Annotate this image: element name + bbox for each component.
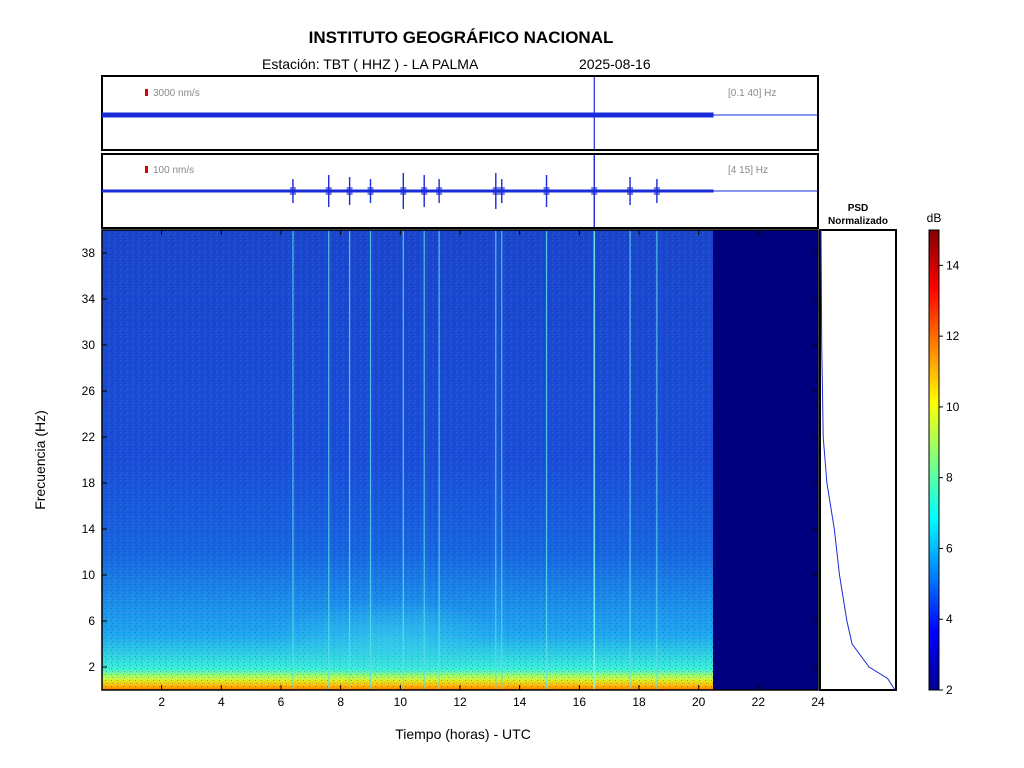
y-tick-label: 22: [82, 430, 96, 444]
y-tick-label: 2: [88, 660, 95, 674]
colorbar-tick-label: 4: [946, 612, 953, 626]
waveform-event-coda: [400, 187, 407, 195]
x-tick-label: 6: [278, 695, 285, 709]
waveform-event-coda: [653, 187, 660, 195]
spectrogram-no-data: [713, 230, 818, 690]
waveform-noise-band: [102, 189, 714, 193]
colorbar-tick-label: 12: [946, 329, 960, 343]
waveform-event-coda: [289, 187, 296, 195]
x-tick-label: 2: [158, 695, 165, 709]
spectrogram-event-lines: [292, 231, 658, 689]
waveform-noise-band: [102, 112, 714, 118]
scale-marker: [145, 166, 148, 173]
scale-label: 100 nm/s: [153, 165, 194, 176]
y-tick-label: 10: [82, 568, 96, 582]
x-axis-label: Tiempo (horas) - UTC: [395, 726, 531, 742]
station-label: Estación: TBT ( HHZ ) - LA PALMA: [262, 56, 479, 72]
y-axis-label: Frecuencia (Hz): [32, 410, 48, 510]
x-tick-label: 20: [692, 695, 706, 709]
psd-curve: [820, 229, 896, 691]
colorbar: dB 2 4 6 8 10 12 14: [927, 211, 960, 697]
waveform-event-coda: [591, 187, 598, 195]
y-tick-label: 14: [82, 522, 96, 536]
y-tick-label: 26: [82, 384, 96, 398]
waveform-trace: [102, 155, 818, 227]
y-tick-label: 34: [82, 292, 96, 306]
waveform-panel-broadband: 3000 nm/s [0.1 40] Hz: [101, 75, 819, 151]
waveform-event-coda: [498, 187, 505, 195]
x-tick-label: 14: [513, 695, 527, 709]
colorbar-tick-label: 6: [946, 541, 953, 555]
x-tick-label: 8: [337, 695, 344, 709]
colorbar-scale: [928, 229, 940, 691]
psd-panel: PSD Normalizado: [819, 203, 897, 691]
x-tick-label: 16: [573, 695, 587, 709]
x-tick-label: 22: [752, 695, 766, 709]
psd-title-line-2: Normalizado: [828, 216, 888, 227]
colorbar-tick-label: 8: [946, 471, 953, 485]
scale-label: 3000 nm/s: [153, 88, 200, 99]
waveform-event-coda: [346, 187, 353, 195]
waveform-event-coda: [367, 187, 374, 195]
y-tick-label: 18: [82, 476, 96, 490]
waveform-event-coda: [627, 187, 634, 195]
colorbar-unit-label: dB: [927, 211, 942, 225]
psd-title-line-1: PSD: [848, 203, 869, 214]
filter-label: [4 15] Hz: [728, 165, 768, 176]
colorbar-tick-label: 2: [946, 683, 953, 697]
waveform-event-coda: [421, 187, 428, 195]
scale-marker: [145, 89, 148, 96]
waveform-event-coda: [436, 187, 443, 195]
chart-title: INSTITUTO GEOGRÁFICO NACIONAL: [308, 28, 614, 47]
y-tick-label: 6: [88, 614, 95, 628]
x-tick-label: 18: [632, 695, 646, 709]
waveform-trace: [102, 77, 818, 149]
y-tick-label: 30: [82, 338, 96, 352]
x-tick-label: 12: [453, 695, 467, 709]
psd-frame: [819, 229, 897, 691]
x-tick-label: 10: [394, 695, 408, 709]
spectrogram-panel: 2 4 6 8 10 12 14 16 18 20 22 24 261014182226303438 …: [32, 229, 825, 742]
x-tick-label: 4: [218, 695, 225, 709]
spectrogram-energy-region: [270, 600, 510, 680]
waveform-event-coda: [492, 187, 499, 195]
x-axis: 2 4 6 8 10 12 14 16 18 20 22 24: [158, 230, 825, 709]
filter-label: [0.1 40] Hz: [728, 88, 776, 99]
waveform-panel-filtered: 100 nm/s [4 15] Hz: [101, 153, 819, 229]
y-tick-label: 38: [82, 246, 96, 260]
colorbar-ticks: 2 4 6 8 10 12 14: [939, 258, 960, 697]
x-tick-label: 24: [811, 695, 825, 709]
colorbar-tick-label: 14: [946, 258, 960, 272]
date-label: 2025-08-16: [579, 56, 651, 72]
waveform-event-coda: [325, 187, 332, 195]
waveform-event-coda: [543, 187, 550, 195]
colorbar-tick-label: 10: [946, 400, 960, 414]
